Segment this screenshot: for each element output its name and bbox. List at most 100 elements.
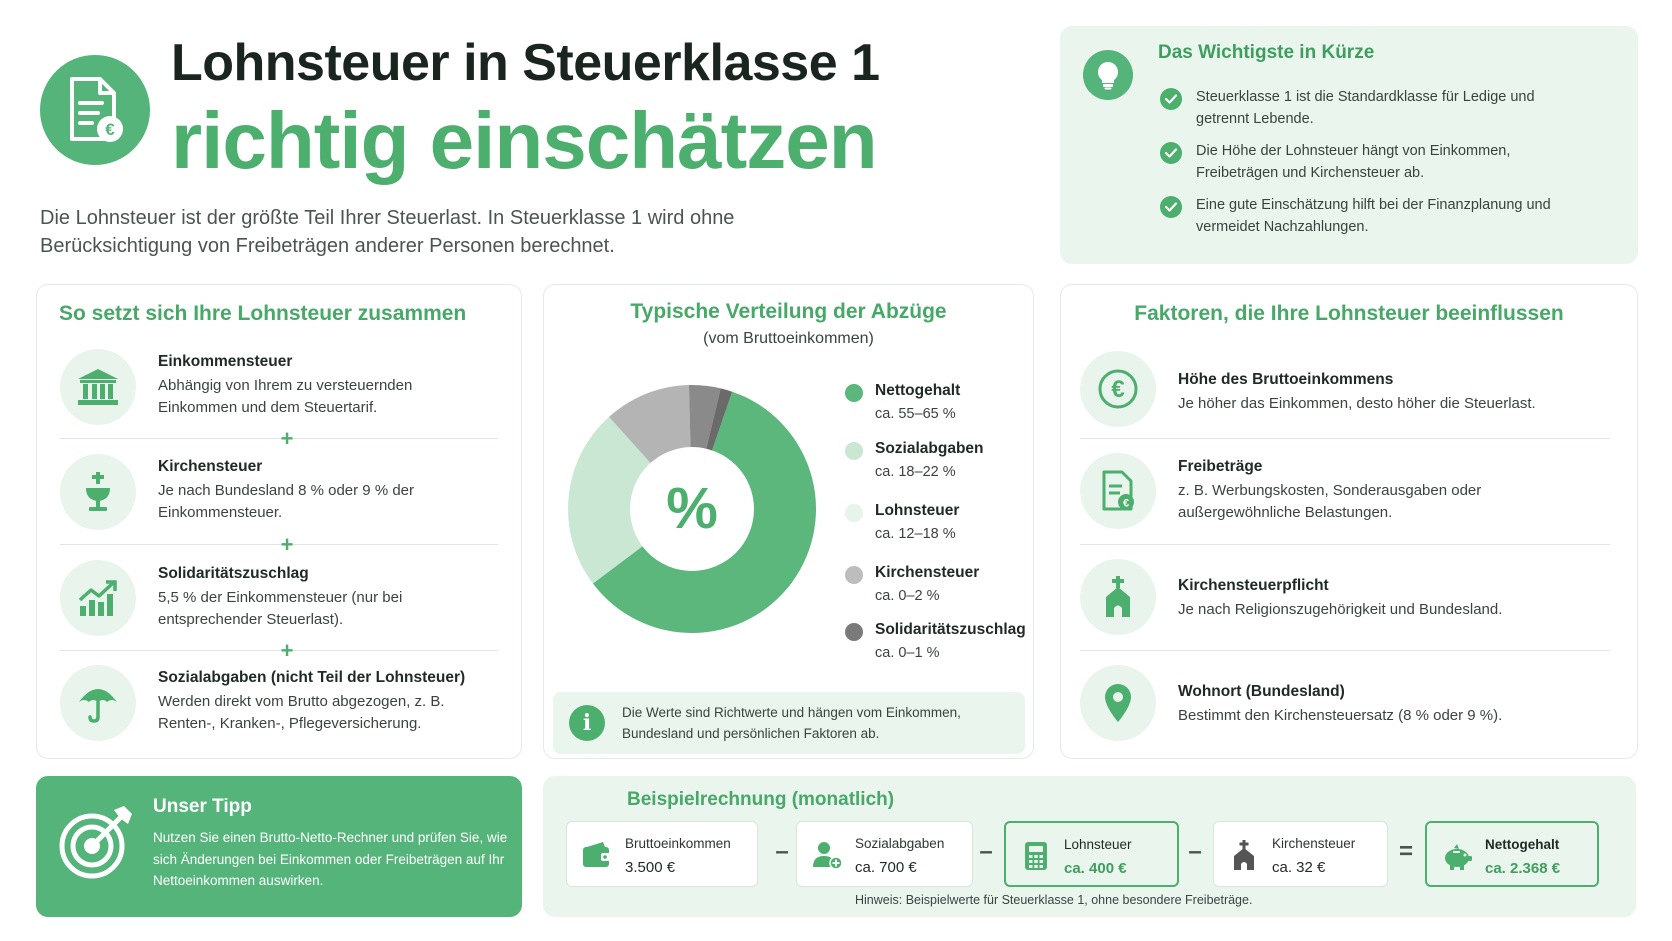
- divider: [1080, 544, 1610, 545]
- composition-item-text: Werden direkt vom Brutto abgezogen, z. B…: [158, 693, 445, 732]
- plus-sign: +: [280, 532, 294, 557]
- logo-document-euro-icon: €: [40, 55, 150, 165]
- minus-operator: –: [775, 838, 789, 865]
- calc-label: Sozialabgaben: [855, 836, 945, 851]
- calc-label: Bruttoeinkommen: [625, 836, 731, 851]
- factor-item-text: Je höher das Einkommen, desto höher die …: [1178, 395, 1536, 412]
- pie-center: [630, 447, 754, 571]
- key-fact-item: Eine gute Einschätzung hilft bei der Fin…: [1160, 194, 1560, 238]
- factor-item-text: Je nach Religionszugehörigkeit und Bunde…: [1178, 601, 1503, 618]
- euro-icon: €: [1080, 351, 1156, 427]
- tip-text: Nutzen Sie einen Brutto-Netto-Rechner un…: [153, 830, 508, 888]
- pie-chart: %: [568, 385, 816, 633]
- composition-item-title: Sozialabgaben (nicht Teil der Lohnsteuer…: [158, 669, 466, 686]
- composition-item-title: Solidaritätszuschlag: [158, 565, 309, 582]
- church-icon: [1080, 559, 1156, 635]
- factor-item-text: Bestimmt den Kirchensteuersatz (8 % oder…: [1178, 707, 1503, 724]
- church-chalice-icon: [60, 454, 136, 530]
- legend-name: Sozialabgaben: [875, 440, 984, 457]
- equals-operator: =: [1398, 838, 1413, 865]
- bank-icon: [60, 349, 136, 425]
- factor-item-text: z. B. Werbungskosten, Sonderausgaben ode…: [1178, 482, 1482, 521]
- calc-value: ca. 400 €: [1064, 860, 1127, 877]
- lightbulb-icon: [1083, 50, 1133, 100]
- divider: [60, 438, 498, 439]
- legend-value: ca. 18–22 %: [875, 464, 956, 480]
- tip-box: [36, 776, 522, 917]
- info-icon: i: [569, 705, 605, 741]
- legend-name: Kirchensteuer: [875, 564, 980, 581]
- factor-item-title: Höhe des Bruttoeinkommens: [1178, 371, 1394, 388]
- calc-card-brutto: Bruttoeinkommen 3.500 €: [566, 821, 758, 887]
- check-icon: [1160, 196, 1182, 218]
- calculator-icon: [1025, 842, 1047, 870]
- example-note: Hinweis: Beispielwerte für Steuerklasse …: [855, 893, 1253, 907]
- target-icon: [56, 802, 136, 882]
- key-fact-text: Eine gute Einschätzung hilft bei der Fin…: [1196, 197, 1551, 235]
- check-icon: [1160, 88, 1182, 110]
- document-euro-icon: €: [1080, 453, 1156, 529]
- divider: [60, 650, 498, 651]
- composition-item-text: 5,5 % der Einkommensteuer (nur bei entsp…: [158, 589, 403, 628]
- calc-label: Lohnsteuer: [1064, 837, 1132, 852]
- factor-item-title: Kirchensteuerpflicht: [1178, 577, 1329, 594]
- legend-dot-nettogehalt: [845, 384, 863, 402]
- growth-chart-icon: [60, 560, 136, 636]
- calc-value: 3.500 €: [625, 859, 676, 876]
- distribution-title: Typische Verteilung der Abzüge: [630, 300, 947, 323]
- composition-item-text: Abhängig von Ihrem zu versteuernden Eink…: [158, 377, 413, 416]
- legend-value: ca. 55–65 %: [875, 406, 956, 422]
- legend-value: ca. 0–1 %: [875, 645, 940, 661]
- key-fact-text: Steuerklasse 1 ist die Standardklasse fü…: [1196, 89, 1535, 127]
- key-fact-item: Die Höhe der Lohnsteuer hängt von Einkom…: [1160, 140, 1560, 184]
- legend-dot-kirchensteuer: [845, 566, 863, 584]
- plus-sign: +: [280, 638, 294, 663]
- divider: [1080, 650, 1610, 651]
- calc-value: ca. 2.368 €: [1485, 860, 1561, 877]
- composition-item-text: Je nach Bundesland 8 % oder 9 % der Eink…: [158, 482, 415, 521]
- info-box: [553, 692, 1025, 754]
- location-pin-icon: [1080, 665, 1156, 741]
- legend-dot-solidaritaetszuschlag: [845, 623, 863, 641]
- page-title: Lohnsteuer in Steuerklasse 1: [171, 34, 880, 92]
- composition-item-title: Einkommensteuer: [158, 353, 293, 370]
- svg-text:€: €: [1111, 376, 1124, 403]
- factor-item-title: Freibeträge: [1178, 458, 1263, 475]
- key-fact-item: Steuerklasse 1 ist die Standardklasse fü…: [1160, 86, 1560, 130]
- calc-card-kirchensteuer: Kirchensteuer ca. 32 €: [1213, 821, 1388, 887]
- composition-item-title: Kirchensteuer: [158, 458, 263, 475]
- wallet-icon: [583, 842, 611, 867]
- info-text: Die Werte sind Richtwerte und hängen vom…: [622, 705, 961, 741]
- legend-dot-lohnsteuer: [845, 504, 863, 522]
- piggy-bank-icon: [1445, 844, 1472, 870]
- factor-item-title: Wohnort (Bundesland): [1178, 683, 1345, 700]
- calc-label: Nettogehalt: [1485, 837, 1560, 852]
- intro-text: Die Lohnsteuer ist der größte Teil Ihrer…: [40, 207, 735, 257]
- minus-operator: –: [979, 838, 993, 865]
- legend-value: ca. 0–2 %: [875, 588, 940, 604]
- key-facts-title: Das Wichtigste in Kürze: [1158, 42, 1375, 63]
- legend-name: Solidaritätszuschlag: [875, 621, 1026, 638]
- legend-value: ca. 12–18 %: [875, 526, 956, 542]
- legend-name: Lohnsteuer: [875, 502, 960, 519]
- percent-symbol: %: [666, 476, 718, 541]
- calc-value: ca. 32 €: [1272, 859, 1326, 876]
- person-plus-icon: [813, 842, 843, 870]
- calc-card-lohnsteuer: Lohnsteuer ca. 400 €: [1004, 821, 1179, 887]
- calc-card-sozialabgaben: Sozialabgaben ca. 700 €: [796, 821, 973, 887]
- legend-name: Nettogehalt: [875, 382, 961, 399]
- divider: [60, 544, 498, 545]
- check-icon: [1160, 142, 1182, 164]
- example-title: Beispielrechnung (monatlich): [627, 789, 895, 810]
- distribution-subtitle: (vom Bruttoeinkommen): [703, 330, 874, 347]
- umbrella-icon: [60, 665, 136, 741]
- calc-label: Kirchensteuer: [1272, 836, 1356, 851]
- minus-operator: –: [1188, 838, 1202, 865]
- legend-dot-sozialabgaben: [845, 442, 863, 460]
- pie-slice-sozialabgaben: [568, 416, 692, 584]
- calc-card-nettogehalt: Nettogehalt ca. 2.368 €: [1425, 821, 1599, 887]
- composition-title: So setzt sich Ihre Lohnsteuer zusammen: [59, 302, 467, 325]
- factors-title: Faktoren, die Ihre Lohnsteuer beeinfluss…: [1134, 302, 1564, 325]
- calc-value: ca. 700 €: [855, 859, 917, 876]
- tip-title: Unser Tipp: [153, 796, 252, 817]
